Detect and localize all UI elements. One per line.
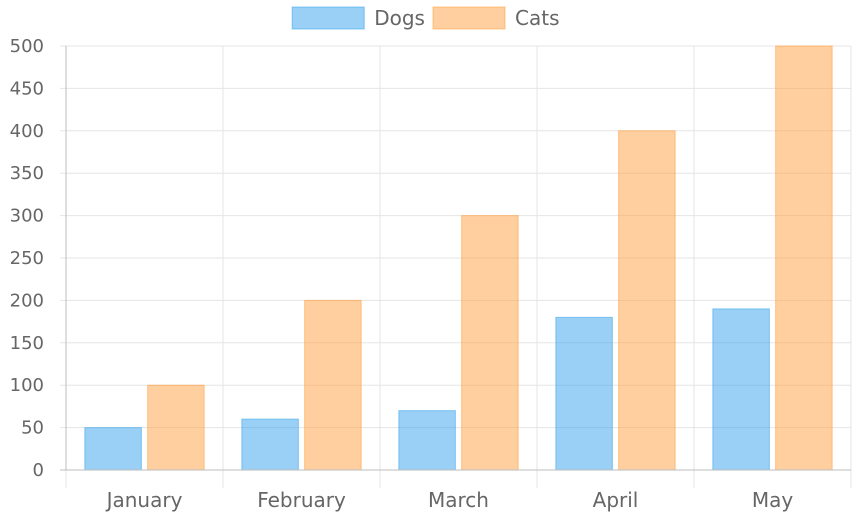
bar-cats-march[interactable] — [461, 215, 519, 471]
y-tick-label: 250 — [10, 248, 44, 269]
x-tick-label: April — [593, 488, 639, 512]
legend: Dogs Cats — [291, 6, 559, 30]
legend-item-cats[interactable]: Cats — [432, 6, 559, 30]
bar-dogs-may[interactable] — [712, 308, 770, 471]
x-tick-label: May — [752, 488, 794, 512]
bar-cats-april[interactable] — [618, 130, 676, 471]
legend-label: Cats — [515, 6, 559, 30]
y-tick-label: 300 — [10, 206, 44, 227]
legend-swatch — [432, 6, 506, 30]
y-tick-label: 0 — [33, 460, 44, 481]
legend-swatch — [291, 6, 365, 30]
bar-cats-february[interactable] — [304, 299, 362, 471]
y-tick-label: 400 — [10, 121, 44, 142]
y-tick-label: 100 — [10, 375, 44, 396]
legend-label: Dogs — [374, 6, 425, 30]
bar-dogs-february[interactable] — [241, 418, 299, 471]
legend-item-dogs[interactable]: Dogs — [291, 6, 425, 30]
y-tick-label: 450 — [10, 78, 44, 99]
y-tick-label: 500 — [10, 36, 44, 57]
y-tick-label: 150 — [10, 333, 44, 354]
bar-cats-may[interactable] — [775, 45, 833, 471]
y-tick-label: 50 — [21, 418, 44, 439]
bar-cats-january[interactable] — [147, 384, 205, 471]
x-tick-label: February — [257, 488, 346, 512]
x-tick-label: January — [105, 488, 183, 512]
y-tick-label: 350 — [10, 163, 44, 184]
y-tick-label: 200 — [10, 290, 44, 311]
axis-layer: 0 50 100 150 200 250 300 350 400 450 500 January Feb… — [10, 36, 851, 512]
bar-dogs-january[interactable] — [84, 427, 142, 471]
bar-dogs-april[interactable] — [555, 316, 613, 471]
bar-dogs-march[interactable] — [398, 410, 456, 471]
x-tick-label: March — [428, 488, 489, 512]
